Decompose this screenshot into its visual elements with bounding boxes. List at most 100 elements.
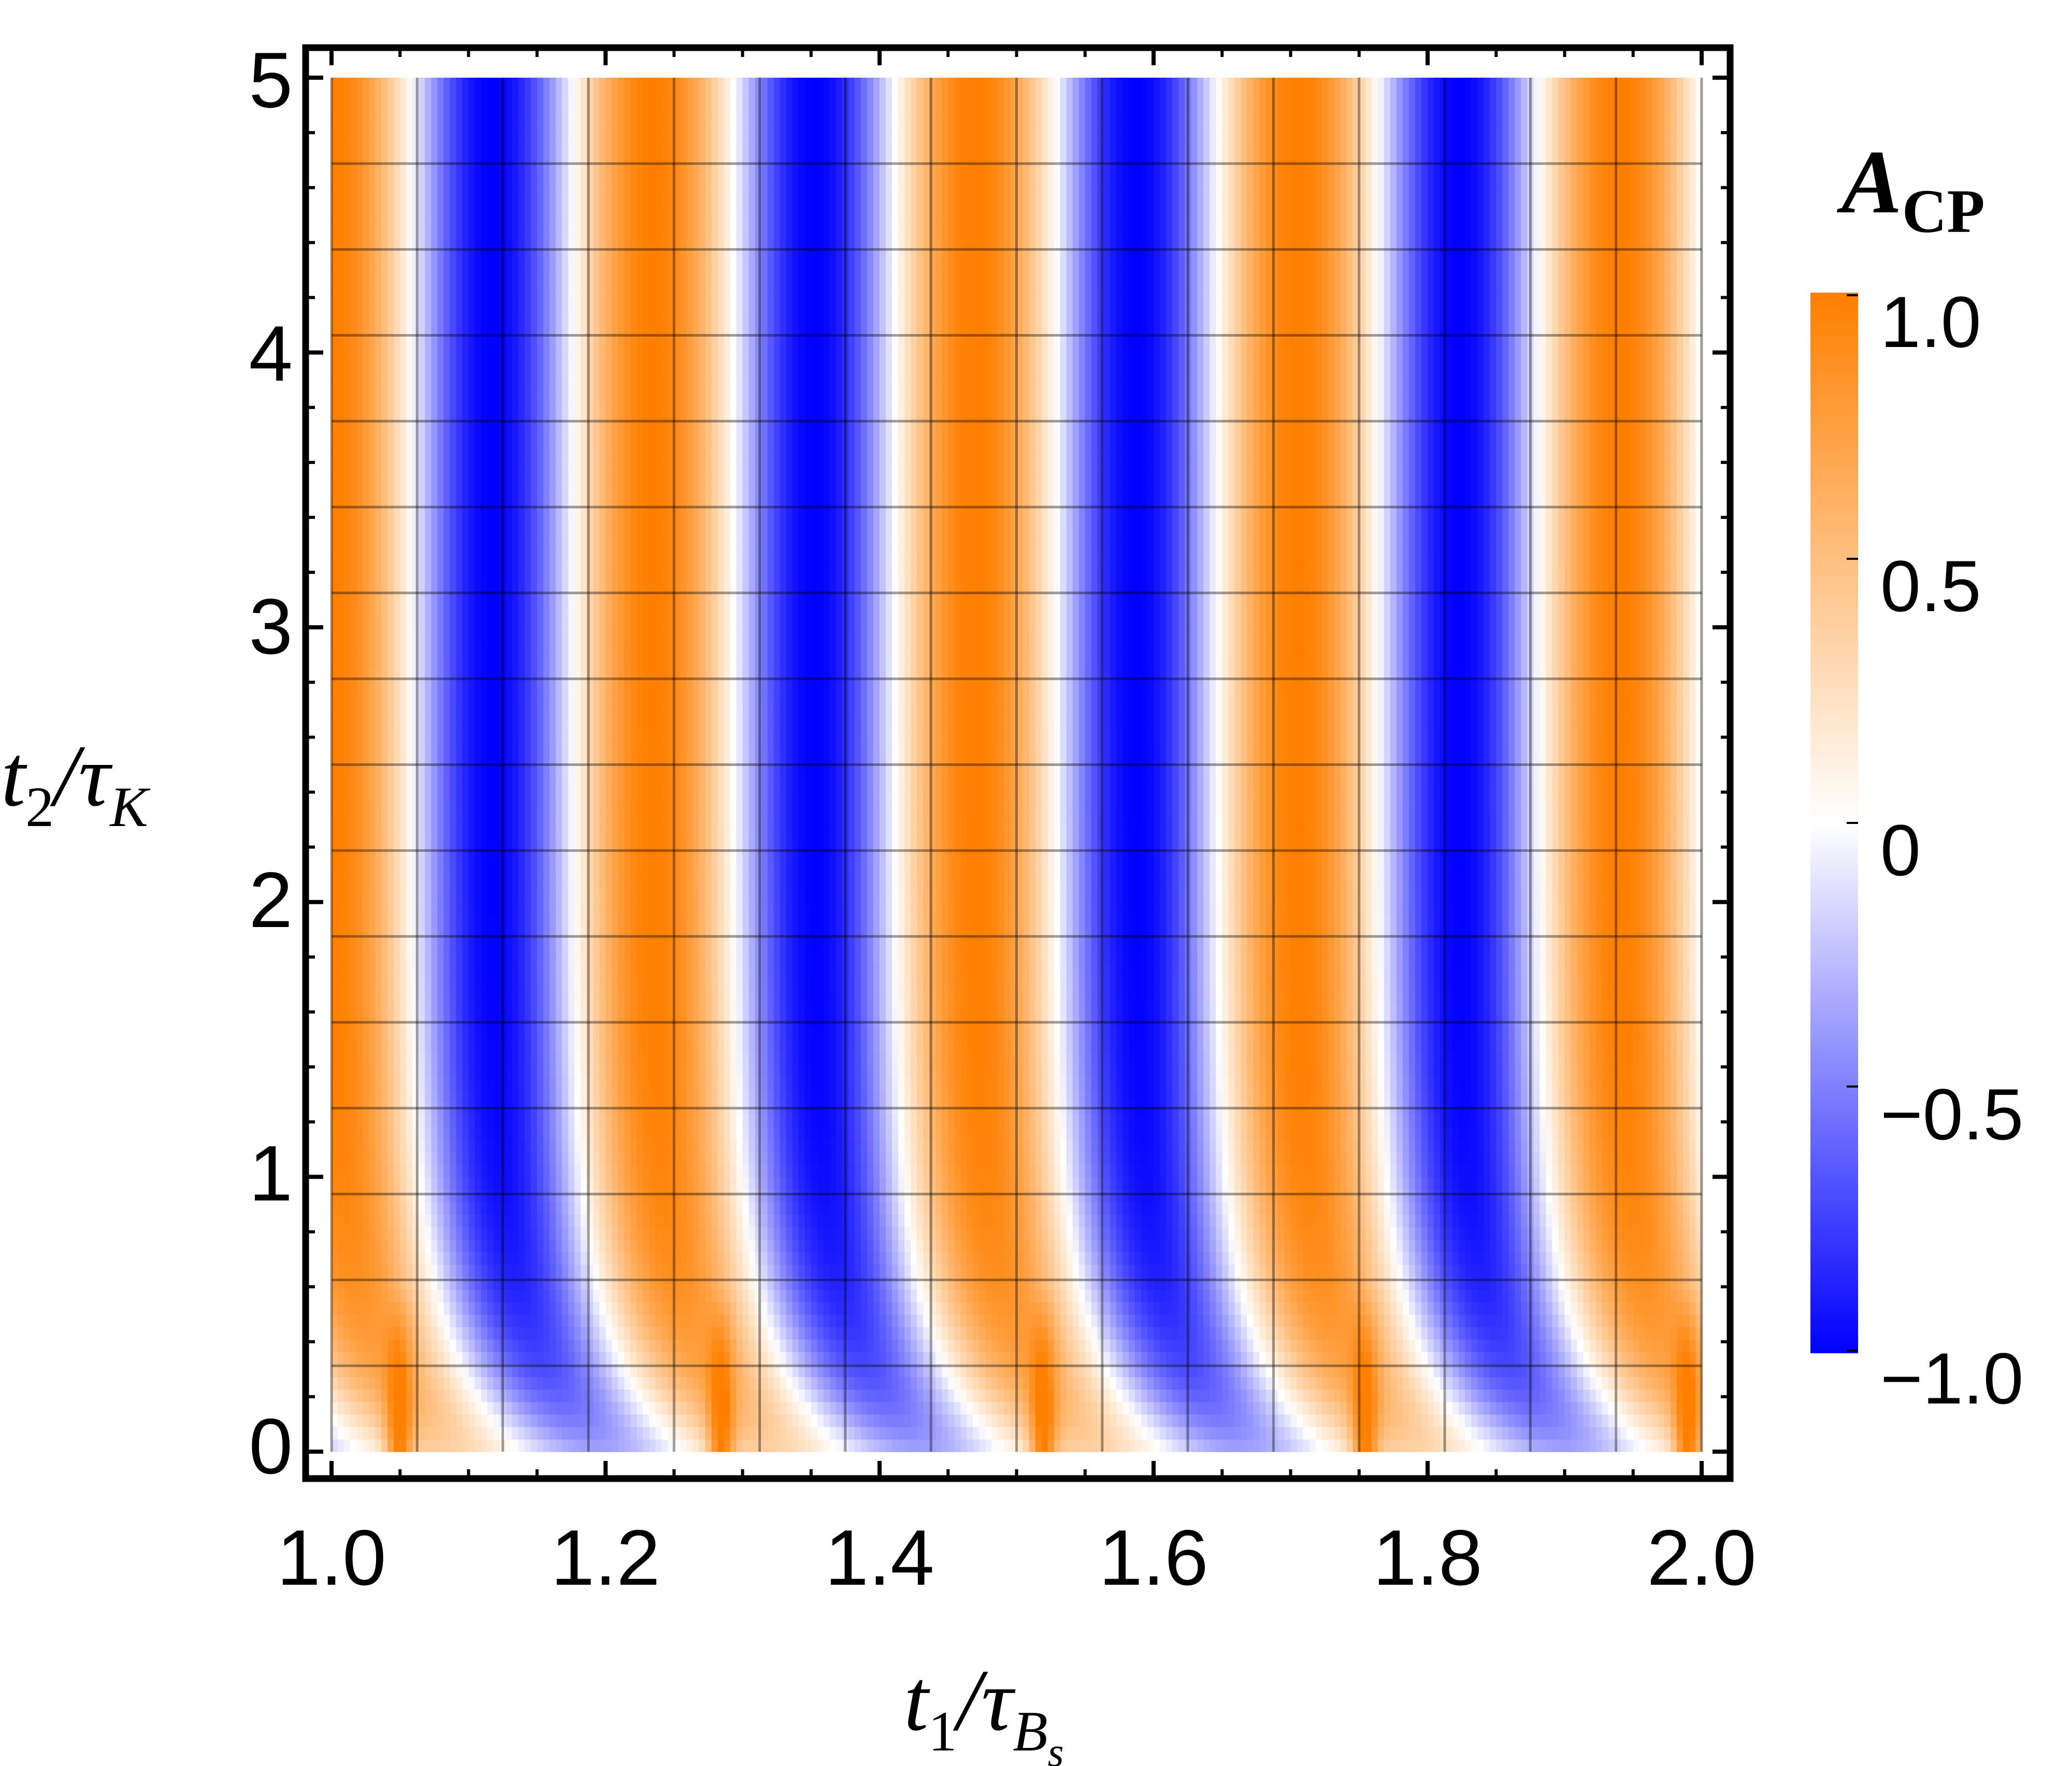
heatmap-cell bbox=[699, 1302, 706, 1315]
heatmap-cell bbox=[1160, 1427, 1167, 1440]
heatmap-cell bbox=[431, 1377, 438, 1389]
heatmap-cell bbox=[363, 1214, 369, 1227]
heatmap-cell bbox=[1596, 1339, 1603, 1352]
heatmap-cell bbox=[979, 1314, 986, 1327]
heatmap-cell bbox=[998, 1327, 1004, 1340]
heatmap-cell bbox=[593, 1214, 600, 1227]
heatmap-cell bbox=[717, 1190, 724, 1203]
heatmap-cell bbox=[855, 1414, 861, 1427]
heatmap-cell bbox=[1265, 1252, 1272, 1265]
heatmap-cell bbox=[799, 1214, 805, 1227]
heatmap-cell bbox=[1334, 1190, 1341, 1203]
heatmap-cell bbox=[494, 1164, 500, 1177]
heatmap-cell bbox=[1297, 1439, 1304, 1452]
heatmap-cell bbox=[836, 1389, 843, 1402]
heatmap-cell bbox=[793, 1414, 799, 1427]
heatmap-cell bbox=[593, 1290, 600, 1302]
heatmap-cell bbox=[612, 1177, 618, 1190]
heatmap-cell bbox=[680, 1177, 687, 1190]
heatmap-cell bbox=[363, 1202, 369, 1215]
heatmap-cell bbox=[400, 1377, 407, 1389]
heatmap-cell bbox=[1060, 1352, 1067, 1365]
heatmap-cell bbox=[743, 1252, 750, 1265]
heatmap-cell bbox=[954, 1302, 961, 1315]
heatmap-cell bbox=[711, 1290, 718, 1302]
heatmap-cell bbox=[338, 1339, 344, 1352]
heatmap-cell bbox=[998, 1227, 1004, 1240]
heatmap-cell bbox=[463, 1227, 469, 1240]
heatmap-cell bbox=[1328, 1177, 1335, 1190]
heatmap-cell bbox=[475, 1202, 482, 1215]
heatmap-cell bbox=[1652, 1202, 1659, 1215]
heatmap-cell bbox=[1378, 1252, 1385, 1265]
heatmap-cell bbox=[774, 1339, 781, 1352]
heatmap-cell bbox=[1584, 1402, 1590, 1415]
heatmap-cell bbox=[917, 1164, 924, 1177]
heatmap-cell bbox=[705, 1402, 712, 1415]
heatmap-cell bbox=[1334, 1302, 1341, 1315]
heatmap-cell bbox=[599, 1164, 606, 1177]
heatmap-cell bbox=[606, 1352, 612, 1365]
heatmap-cell bbox=[1104, 1164, 1111, 1177]
heatmap-cell bbox=[612, 1227, 618, 1240]
heatmap-cell bbox=[1378, 1190, 1385, 1203]
heatmap-cell bbox=[1421, 1290, 1428, 1302]
heatmap-cell bbox=[923, 1377, 930, 1389]
heatmap-cell bbox=[1210, 1302, 1216, 1315]
heatmap-cell bbox=[1129, 1327, 1135, 1340]
heatmap-cell bbox=[481, 1427, 488, 1440]
heatmap-cell bbox=[954, 1427, 961, 1440]
heatmap-cell bbox=[1073, 1164, 1080, 1177]
heatmap-cell bbox=[1559, 1377, 1565, 1389]
heatmap-cell bbox=[1508, 1302, 1515, 1315]
heatmap-cell bbox=[618, 1214, 625, 1227]
heatmap-cell bbox=[1222, 1239, 1229, 1252]
heatmap-cell bbox=[469, 1314, 476, 1327]
heatmap-cell bbox=[1639, 1352, 1646, 1365]
heatmap-cell bbox=[1278, 1177, 1285, 1190]
heatmap-cell bbox=[487, 1414, 494, 1427]
heatmap-cell bbox=[1123, 1339, 1129, 1352]
heatmap-cell bbox=[848, 1402, 855, 1415]
heatmap-cell bbox=[793, 1402, 799, 1415]
heatmap-cell bbox=[581, 1427, 587, 1440]
heatmap-cell bbox=[1621, 1214, 1628, 1227]
heatmap-cell bbox=[481, 1314, 488, 1327]
heatmap-cell bbox=[1023, 1339, 1030, 1352]
heatmap-cell bbox=[1347, 1214, 1354, 1227]
heatmap-cell bbox=[911, 1427, 917, 1440]
heatmap-cell bbox=[985, 1239, 992, 1252]
heatmap-cell bbox=[419, 1190, 425, 1203]
heatmap-cell bbox=[1079, 1427, 1086, 1440]
heatmap-cell bbox=[917, 1314, 924, 1327]
heatmap-cell bbox=[1446, 1314, 1453, 1327]
heatmap-cell bbox=[1671, 1214, 1677, 1227]
heatmap-cell bbox=[1571, 1214, 1578, 1227]
heatmap-cell bbox=[1023, 1352, 1030, 1365]
heatmap-cell bbox=[475, 1389, 482, 1402]
heatmap-cell bbox=[1378, 1214, 1385, 1227]
heatmap-cell bbox=[1154, 1439, 1160, 1452]
heatmap-cell bbox=[1265, 1377, 1272, 1389]
heatmap-cell bbox=[562, 1302, 569, 1315]
heatmap-cell bbox=[574, 1214, 581, 1227]
heatmap-cell bbox=[1428, 1389, 1434, 1402]
heatmap-cell bbox=[1141, 1439, 1148, 1452]
heatmap-cell bbox=[898, 1190, 905, 1203]
heatmap-cell bbox=[1160, 1352, 1167, 1365]
heatmap-cell bbox=[624, 1439, 631, 1452]
heatmap-cell bbox=[1054, 1389, 1061, 1402]
heatmap-cell bbox=[494, 1439, 500, 1452]
heatmap-cell bbox=[1241, 1302, 1247, 1315]
heatmap-cell bbox=[1341, 1302, 1347, 1315]
heatmap-cell bbox=[387, 1202, 394, 1215]
heatmap-cell bbox=[574, 1352, 581, 1365]
heatmap-cell bbox=[568, 1202, 575, 1215]
heatmap-cell bbox=[443, 1402, 450, 1415]
heatmap-cell bbox=[1658, 1177, 1665, 1190]
heatmap-cell bbox=[1023, 1227, 1030, 1240]
heatmap-cell bbox=[356, 1264, 363, 1277]
heatmap-cell bbox=[1004, 1352, 1011, 1365]
heatmap-cell bbox=[406, 1177, 413, 1190]
heatmap-cell bbox=[761, 1352, 768, 1365]
